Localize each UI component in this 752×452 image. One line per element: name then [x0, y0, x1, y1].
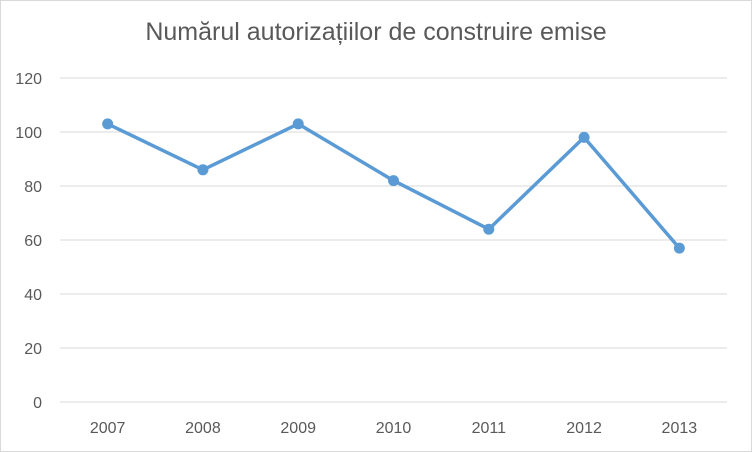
series — [102, 118, 685, 254]
y-tick-label: 60 — [24, 233, 42, 250]
x-tick-label: 2013 — [662, 420, 698, 437]
data-point — [102, 118, 114, 130]
x-tick-label: 2011 — [472, 420, 507, 437]
data-point — [388, 175, 399, 187]
data-point — [292, 118, 304, 130]
y-tick-label: 80 — [24, 179, 42, 196]
y-tick-label: 120 — [15, 71, 42, 88]
chart-title: Numărul autorizațiilor de construire emi… — [145, 18, 607, 46]
data-point — [673, 242, 685, 254]
y-tick-label: 40 — [24, 287, 42, 304]
y-tick-label: 100 — [15, 125, 42, 142]
data-point — [578, 131, 590, 143]
data-point — [197, 164, 209, 176]
x-tick-label: 2008 — [185, 420, 221, 437]
gridlines — [60, 77, 727, 403]
data-point — [483, 223, 495, 235]
x-tick-label: 2007 — [90, 420, 126, 437]
y-axis: 0 20 40 60 80 100 120 — [15, 71, 42, 412]
y-tick-label: 0 — [33, 395, 42, 412]
x-axis: 2007 2008 2009 2010 2011 2012 2013 — [90, 420, 697, 437]
x-tick-label: 2010 — [376, 420, 412, 437]
x-tick-label: 2012 — [566, 420, 602, 437]
x-tick-label: 2009 — [280, 420, 316, 437]
y-tick-label: 20 — [24, 341, 42, 358]
